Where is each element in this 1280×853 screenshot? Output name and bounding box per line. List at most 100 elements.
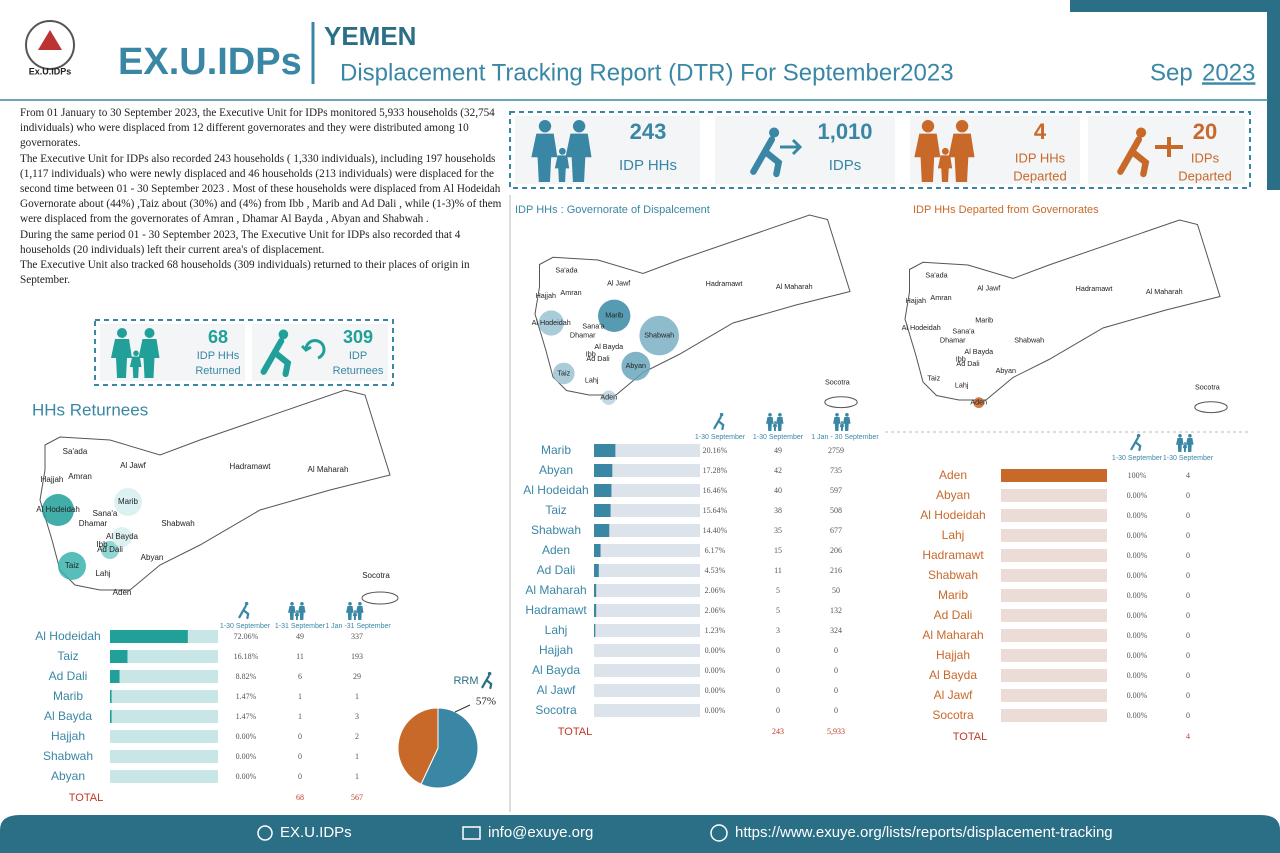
icon-part — [296, 610, 299, 613]
bar-track — [594, 524, 700, 537]
row-pct: 0.00% — [1127, 611, 1148, 620]
bar — [594, 524, 610, 537]
icon-part — [833, 416, 841, 431]
icon-part — [348, 602, 352, 606]
pie-label: 57% — [476, 696, 496, 708]
map-title: HHs Returnees — [32, 400, 148, 419]
total-ind: 567 — [351, 793, 363, 802]
row-name: Ad Dali — [537, 563, 576, 577]
icon-part — [914, 133, 941, 182]
bar — [110, 650, 128, 663]
bar — [594, 624, 596, 637]
map-label: Amran — [560, 288, 581, 297]
icon-part — [352, 612, 358, 621]
map-label: Ibb — [96, 540, 108, 549]
icon-part — [260, 337, 292, 378]
map-label: Marib — [118, 497, 139, 506]
row-pct: 0.00% — [705, 666, 726, 675]
map-label: Sana'a — [582, 322, 604, 331]
kpi-label: Departed — [1013, 168, 1066, 183]
row-ind: 677 — [830, 526, 842, 535]
row-pct: 0.00% — [1127, 671, 1148, 680]
row-name: Al Jawf — [537, 683, 576, 697]
row-ind: 193 — [351, 652, 363, 661]
bar-track — [1001, 629, 1107, 642]
footer-icon — [462, 826, 481, 840]
map-label: Socotra — [1195, 382, 1220, 391]
bar — [1001, 469, 1107, 482]
logo-text: Ex.U.IDPs — [29, 66, 72, 76]
map-label: Abyan — [996, 366, 1016, 375]
row-name: Marib — [938, 588, 968, 602]
row-ind: 735 — [830, 466, 842, 475]
kpi-cell — [1088, 116, 1245, 184]
map-label: Lahj — [585, 376, 599, 385]
row-pct: 0.00% — [1127, 551, 1148, 560]
icon-part — [355, 605, 364, 621]
bar-track — [594, 544, 700, 557]
bar-track — [594, 484, 700, 497]
icon-part — [780, 138, 803, 156]
icon-part — [297, 605, 306, 621]
brand: EX.U.IDPs — [118, 41, 302, 83]
pie-leader — [454, 704, 471, 713]
row-pct: 6.17% — [705, 546, 726, 555]
map-label: Al Jawf — [977, 283, 1000, 292]
row-pct: 0.00% — [1127, 511, 1148, 520]
map-label: Dhamar — [570, 331, 596, 340]
row-hh: 1 — [298, 712, 302, 721]
icon-part — [481, 674, 493, 690]
pie-slice — [420, 707, 479, 789]
icon-part — [133, 350, 139, 356]
map-label: Amran — [68, 472, 92, 481]
icon-part — [144, 328, 155, 338]
row-ind: 1 — [355, 692, 359, 701]
footer-bar — [0, 815, 1280, 853]
icon-part — [531, 133, 558, 182]
row-pct: 16.46% — [703, 486, 728, 495]
row-pct: 0.00% — [705, 686, 726, 695]
row-hh: 0 — [298, 752, 302, 761]
bar-track — [1001, 489, 1107, 502]
row-name: Al Bayda — [929, 668, 977, 682]
bar-track — [110, 690, 218, 703]
bar-track — [1001, 709, 1107, 722]
row-hh: 0 — [298, 732, 302, 741]
bar-track — [1001, 549, 1107, 562]
icon-part — [572, 120, 586, 133]
row-pct: 0.00% — [1127, 531, 1148, 540]
map-label: Amran — [930, 293, 951, 302]
row-pct: 0.00% — [705, 646, 726, 655]
table-header: 1-30 September — [753, 434, 804, 441]
row-ind: 132 — [830, 606, 842, 615]
row-name: Hadramawt — [922, 548, 984, 562]
row-ind: 0 — [834, 706, 838, 715]
row-name: Hajjah — [539, 643, 573, 657]
row-name: Taiz — [545, 503, 566, 517]
map-label: Sa'ada — [555, 266, 577, 275]
map-label: Hajjah — [41, 475, 64, 484]
footer-brand: EX.U.IDPs — [280, 824, 352, 841]
bar-track — [110, 730, 218, 743]
map-label: Ad Dali — [586, 354, 610, 363]
map-island — [361, 591, 399, 605]
row-pct: 0.00% — [705, 706, 726, 715]
row-hh: 38 — [774, 506, 782, 515]
map-label: Marib — [605, 311, 623, 320]
map-title: IDP HHs : Governorate of Dispalcement — [515, 204, 710, 216]
map-label: Shabwah — [644, 331, 674, 340]
map-region — [114, 488, 142, 516]
row-pct: 15.64% — [703, 506, 728, 515]
icon-part — [138, 339, 160, 378]
row-name: Abyan — [539, 463, 573, 477]
icon-part — [719, 412, 724, 417]
kpi-label: IDP HHs — [619, 157, 677, 174]
table-header: 1-30 September — [1112, 455, 1163, 462]
intro-paragraph: The Executive Unit also tracked 68 house… — [20, 259, 470, 287]
row-hh: 0 — [1186, 631, 1190, 640]
row-ind: 324 — [830, 626, 842, 635]
bar — [110, 670, 120, 683]
map-label: Taiz — [557, 368, 570, 377]
map-label: Al Hodeidah — [532, 318, 571, 327]
row-name: Abyan — [51, 769, 85, 783]
